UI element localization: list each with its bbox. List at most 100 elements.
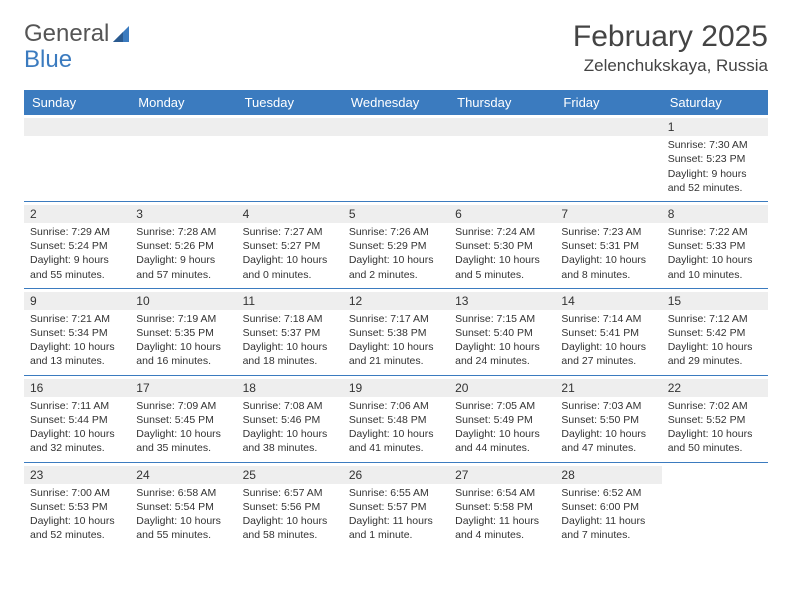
day-cell xyxy=(130,115,236,201)
day-number: 23 xyxy=(24,466,130,484)
sunset-line: Sunset: 5:49 PM xyxy=(455,413,549,427)
day-number-empty xyxy=(130,118,236,136)
sunrise-line: Sunrise: 7:24 AM xyxy=(455,225,549,239)
daylight-line: Daylight: 9 hours xyxy=(30,253,124,267)
daylight-line: and 38 minutes. xyxy=(243,441,337,455)
daylight-line: Daylight: 11 hours xyxy=(455,514,549,528)
daylight-line: and 55 minutes. xyxy=(136,528,230,542)
day-cell: 11Sunrise: 7:18 AMSunset: 5:37 PMDayligh… xyxy=(237,288,343,375)
daylight-line: and 13 minutes. xyxy=(30,354,124,368)
daylight-line: and 1 minute. xyxy=(349,528,443,542)
day-cell: 15Sunrise: 7:12 AMSunset: 5:42 PMDayligh… xyxy=(662,288,768,375)
day-cell: 14Sunrise: 7:14 AMSunset: 5:41 PMDayligh… xyxy=(555,288,661,375)
sunrise-line: Sunrise: 7:02 AM xyxy=(668,399,762,413)
sunrise-line: Sunrise: 7:22 AM xyxy=(668,225,762,239)
sunset-line: Sunset: 5:27 PM xyxy=(243,239,337,253)
sunrise-line: Sunrise: 7:29 AM xyxy=(30,225,124,239)
day-cell xyxy=(449,115,555,201)
sunrise-line: Sunrise: 7:26 AM xyxy=(349,225,443,239)
sunrise-line: Sunrise: 7:12 AM xyxy=(668,312,762,326)
daylight-line: and 18 minutes. xyxy=(243,354,337,368)
sunset-line: Sunset: 5:35 PM xyxy=(136,326,230,340)
day-number: 17 xyxy=(130,379,236,397)
day-number: 11 xyxy=(237,292,343,310)
sunset-line: Sunset: 5:24 PM xyxy=(30,239,124,253)
sunrise-line: Sunrise: 6:55 AM xyxy=(349,486,443,500)
day-cell: 3Sunrise: 7:28 AMSunset: 5:26 PMDaylight… xyxy=(130,201,236,288)
daylight-line: and 52 minutes. xyxy=(668,181,762,195)
daylight-line: and 2 minutes. xyxy=(349,268,443,282)
sunrise-line: Sunrise: 7:17 AM xyxy=(349,312,443,326)
day-number-empty xyxy=(555,118,661,136)
day-number: 2 xyxy=(24,205,130,223)
sunrise-line: Sunrise: 7:15 AM xyxy=(455,312,549,326)
sunrise-line: Sunrise: 7:09 AM xyxy=(136,399,230,413)
daylight-line: Daylight: 11 hours xyxy=(561,514,655,528)
day-cell: 24Sunrise: 6:58 AMSunset: 5:54 PMDayligh… xyxy=(130,462,236,548)
daylight-line: Daylight: 10 hours xyxy=(349,253,443,267)
daylight-line: Daylight: 10 hours xyxy=(136,514,230,528)
logo-text-blue: Blue xyxy=(24,46,72,74)
day-cell xyxy=(343,115,449,201)
sunset-line: Sunset: 5:58 PM xyxy=(455,500,549,514)
daylight-line: Daylight: 10 hours xyxy=(30,427,124,441)
sunrise-line: Sunrise: 7:30 AM xyxy=(668,138,762,152)
day-cell: 20Sunrise: 7:05 AMSunset: 5:49 PMDayligh… xyxy=(449,375,555,462)
day-cell: 26Sunrise: 6:55 AMSunset: 5:57 PMDayligh… xyxy=(343,462,449,548)
daylight-line: Daylight: 10 hours xyxy=(561,253,655,267)
daylight-line: and 5 minutes. xyxy=(455,268,549,282)
col-thursday: Thursday xyxy=(449,90,555,115)
daylight-line: Daylight: 10 hours xyxy=(455,427,549,441)
daylight-line: and 7 minutes. xyxy=(561,528,655,542)
day-cell xyxy=(24,115,130,201)
daylight-line: and 21 minutes. xyxy=(349,354,443,368)
daylight-line: and 8 minutes. xyxy=(561,268,655,282)
sunset-line: Sunset: 5:53 PM xyxy=(30,500,124,514)
day-number: 12 xyxy=(343,292,449,310)
daylight-line: Daylight: 9 hours xyxy=(136,253,230,267)
sunset-line: Sunset: 5:30 PM xyxy=(455,239,549,253)
col-tuesday: Tuesday xyxy=(237,90,343,115)
day-number: 22 xyxy=(662,379,768,397)
col-saturday: Saturday xyxy=(662,90,768,115)
week-row: 9Sunrise: 7:21 AMSunset: 5:34 PMDaylight… xyxy=(24,288,768,375)
daylight-line: Daylight: 10 hours xyxy=(30,340,124,354)
daylight-line: Daylight: 10 hours xyxy=(243,253,337,267)
col-wednesday: Wednesday xyxy=(343,90,449,115)
day-number-empty xyxy=(237,118,343,136)
sunrise-line: Sunrise: 7:03 AM xyxy=(561,399,655,413)
header: General February 2025 Zelenchukskaya, Ru… xyxy=(24,20,768,76)
daylight-line: and 29 minutes. xyxy=(668,354,762,368)
day-cell: 25Sunrise: 6:57 AMSunset: 5:56 PMDayligh… xyxy=(237,462,343,548)
day-cell: 23Sunrise: 7:00 AMSunset: 5:53 PMDayligh… xyxy=(24,462,130,548)
sunset-line: Sunset: 5:45 PM xyxy=(136,413,230,427)
daylight-line: Daylight: 10 hours xyxy=(561,427,655,441)
logo-text-general: General xyxy=(24,20,109,48)
week-row: 16Sunrise: 7:11 AMSunset: 5:44 PMDayligh… xyxy=(24,375,768,462)
sunset-line: Sunset: 5:46 PM xyxy=(243,413,337,427)
sunrise-line: Sunrise: 7:23 AM xyxy=(561,225,655,239)
sunset-line: Sunset: 5:23 PM xyxy=(668,152,762,166)
daylight-line: and 55 minutes. xyxy=(30,268,124,282)
day-cell: 16Sunrise: 7:11 AMSunset: 5:44 PMDayligh… xyxy=(24,375,130,462)
day-number-empty xyxy=(343,118,449,136)
sunrise-line: Sunrise: 6:57 AM xyxy=(243,486,337,500)
sunset-line: Sunset: 5:33 PM xyxy=(668,239,762,253)
sunrise-line: Sunrise: 7:19 AM xyxy=(136,312,230,326)
col-monday: Monday xyxy=(130,90,236,115)
sunrise-line: Sunrise: 6:52 AM xyxy=(561,486,655,500)
daylight-line: and 50 minutes. xyxy=(668,441,762,455)
page-title: February 2025 xyxy=(573,20,768,54)
sunset-line: Sunset: 5:42 PM xyxy=(668,326,762,340)
header-row: Sunday Monday Tuesday Wednesday Thursday… xyxy=(24,90,768,115)
sunrise-line: Sunrise: 7:08 AM xyxy=(243,399,337,413)
day-number: 3 xyxy=(130,205,236,223)
daylight-line: and 35 minutes. xyxy=(136,441,230,455)
day-number: 10 xyxy=(130,292,236,310)
daylight-line: Daylight: 10 hours xyxy=(668,340,762,354)
daylight-line: Daylight: 10 hours xyxy=(30,514,124,528)
daylight-line: Daylight: 10 hours xyxy=(349,340,443,354)
daylight-line: Daylight: 10 hours xyxy=(136,340,230,354)
sunset-line: Sunset: 5:37 PM xyxy=(243,326,337,340)
daylight-line: Daylight: 10 hours xyxy=(349,427,443,441)
